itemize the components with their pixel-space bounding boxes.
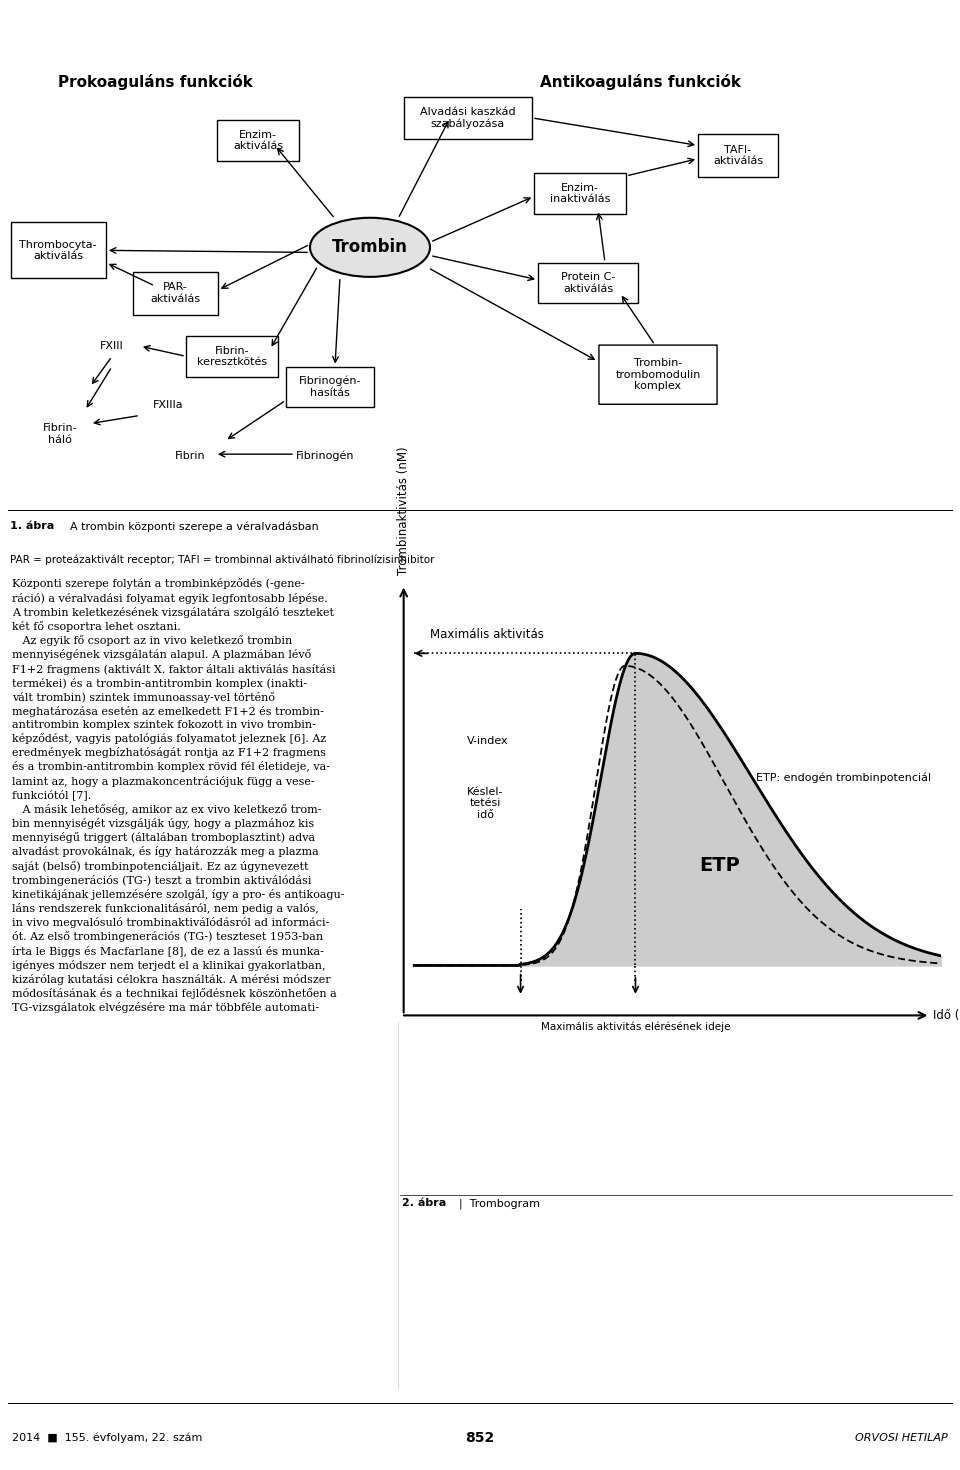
Text: Prokoaguláns funkciók: Prokoaguláns funkciók bbox=[58, 74, 252, 90]
Ellipse shape bbox=[310, 218, 430, 276]
Text: 2. ábra: 2. ábra bbox=[402, 1198, 446, 1208]
Text: Fibrinogén: Fibrinogén bbox=[296, 451, 354, 462]
Text: A trombin központi szerepe a véralvadásban: A trombin központi szerepe a véralvadásb… bbox=[70, 520, 319, 532]
FancyBboxPatch shape bbox=[186, 337, 278, 376]
Text: Fibrin-
háló: Fibrin- háló bbox=[42, 423, 78, 444]
Text: Fibrinogén-
hasítás: Fibrinogén- hasítás bbox=[299, 376, 361, 398]
Text: Fibrin-
keresztkötés: Fibrin- keresztkötés bbox=[197, 345, 267, 368]
Text: Késlel-
tetési
idő: Késlel- tetési idő bbox=[467, 786, 503, 820]
Text: |  Trombogram: | Trombogram bbox=[452, 1198, 540, 1208]
Text: 852: 852 bbox=[466, 1430, 494, 1445]
FancyBboxPatch shape bbox=[599, 345, 717, 404]
Text: Maximális aktivitás: Maximális aktivitás bbox=[430, 628, 544, 641]
Text: ORVOSI HETILAP: ORVOSI HETILAP bbox=[855, 1433, 948, 1444]
Text: ÖSSZEFOGLALÓ KÖZLEMÉNY: ÖSSZEFOGLALÓ KÖZLEMÉNY bbox=[368, 26, 592, 41]
Text: Trombin-
trombomodulin
komplex: Trombin- trombomodulin komplex bbox=[615, 359, 701, 391]
Text: Protein C-
aktiválás: Protein C- aktiválás bbox=[561, 272, 615, 294]
Text: 2014  ■  155. évfolyam, 22. szám: 2014 ■ 155. évfolyam, 22. szám bbox=[12, 1433, 203, 1444]
Text: Idő (perc): Idő (perc) bbox=[933, 1008, 960, 1022]
FancyBboxPatch shape bbox=[534, 173, 626, 213]
FancyBboxPatch shape bbox=[11, 222, 106, 278]
Text: FXIIIa: FXIIIa bbox=[153, 400, 183, 410]
Text: FXIII: FXIII bbox=[100, 341, 124, 351]
Text: Maximális aktivitás elérésének ideje: Maximális aktivitás elérésének ideje bbox=[540, 1022, 731, 1032]
Text: PAR = proteázaktivált receptor; TAFI = trombinnal aktiválható fibrinolízisinhibi: PAR = proteázaktivált receptor; TAFI = t… bbox=[10, 554, 435, 564]
Text: 1. ábra: 1. ábra bbox=[10, 522, 55, 531]
Text: Alvadási kaszkád
szabályozása: Alvadási kaszkád szabályozása bbox=[420, 107, 516, 129]
Text: Enzim-
inaktiválás: Enzim- inaktiválás bbox=[550, 182, 611, 204]
Text: Enzim-
aktiválás: Enzim- aktiválás bbox=[233, 129, 283, 151]
Text: TAFI-
aktiválás: TAFI- aktiválás bbox=[713, 146, 763, 166]
Text: zált rendszer áll a rendelkezésünkre, amelyek egy része
kereskedelmi forgalomban: zált rendszer áll a rendelkezésünkre, am… bbox=[408, 578, 730, 788]
Text: Központi szerepe folytán a trombinképződés (-gene-
ráció) a véralvadási folyamat: Központi szerepe folytán a trombinképződ… bbox=[12, 578, 345, 1013]
FancyBboxPatch shape bbox=[538, 263, 638, 303]
Text: Trombinaktivitás (nM): Trombinaktivitás (nM) bbox=[397, 447, 410, 575]
FancyBboxPatch shape bbox=[286, 366, 374, 407]
Text: ETP: ETP bbox=[699, 856, 740, 875]
Text: PAR-
aktiválás: PAR- aktiválás bbox=[150, 282, 200, 304]
Text: Trombin: Trombin bbox=[332, 238, 408, 256]
Text: V-index: V-index bbox=[467, 736, 509, 745]
FancyBboxPatch shape bbox=[698, 134, 778, 176]
Text: Antikoaguláns funkciók: Antikoaguláns funkciók bbox=[540, 74, 740, 90]
FancyBboxPatch shape bbox=[404, 97, 532, 140]
FancyBboxPatch shape bbox=[132, 272, 218, 315]
Text: Thrombocyta-
aktivälás: Thrombocyta- aktivälás bbox=[19, 240, 97, 262]
Text: ETP: endogén trombinpotenciál: ETP: endogén trombinpotenciál bbox=[756, 773, 931, 784]
Text: Fibrin: Fibrin bbox=[175, 451, 205, 462]
FancyBboxPatch shape bbox=[217, 121, 299, 160]
